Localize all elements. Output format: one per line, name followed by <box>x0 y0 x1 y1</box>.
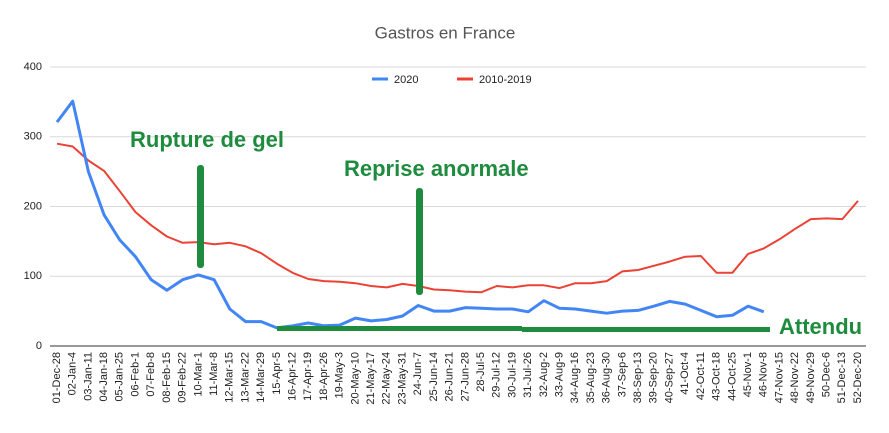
x-tick-label: 43-Oct-18 <box>711 352 723 401</box>
x-tick-label: 25-Jun-14 <box>428 352 440 402</box>
line-series <box>56 142 859 294</box>
y-tick-label: 0 <box>36 340 42 352</box>
x-tick-label: 36-Aug-30 <box>601 352 613 403</box>
x-tick-label: 14-Mar-29 <box>255 352 267 403</box>
annotation: Rupture de gel <box>130 127 284 152</box>
x-tick-label: 49-Nov-29 <box>805 352 817 403</box>
y-tick-label: 300 <box>24 131 42 143</box>
annotation-bar <box>197 165 204 268</box>
x-tick-label: 37-Sep-6 <box>616 352 628 397</box>
x-tick-label: 34-Aug-16 <box>569 352 581 403</box>
x-tick-label: 20-May-10 <box>349 352 361 405</box>
x-tick-label: 35-Aug-23 <box>585 352 597 403</box>
legend-label: 2010-2019 <box>479 74 532 86</box>
x-tick-label: 06-Feb-1 <box>129 352 141 397</box>
annotation: Reprise anormale <box>344 156 529 181</box>
x-tick-label: 30-Jul-19 <box>506 352 518 398</box>
x-tick-label: 12-Mar-15 <box>224 352 236 403</box>
annotation-bar <box>522 327 770 332</box>
annotation-bar <box>277 326 522 331</box>
y-tick-label: 200 <box>24 200 42 212</box>
x-tick-label: 46-Nov-8 <box>758 352 770 397</box>
x-tick-label: 07-Feb-8 <box>145 352 157 397</box>
x-tick-label: 16-Apr-12 <box>286 352 298 401</box>
x-tick-label: 42-Oct-11 <box>695 352 707 400</box>
x-tick-label: 44-Oct-25 <box>726 352 738 401</box>
annotation: Attendu <box>779 314 862 339</box>
x-tick-label: 41-Oct-4 <box>679 352 691 395</box>
y-tick-label: 400 <box>24 61 42 73</box>
x-tick-label: 11-Mar-8 <box>208 352 220 396</box>
line-series <box>55 99 765 330</box>
x-tick-label: 18-Apr-26 <box>318 352 330 401</box>
x-tick-label: 24-Jun-7 <box>412 352 424 395</box>
x-tick-label: 39-Sep-20 <box>648 352 660 403</box>
x-tick-label: 09-Feb-22 <box>177 352 189 403</box>
x-tick-label: 29-Jul-12 <box>491 352 503 398</box>
x-tick-label: 52-Dec-20 <box>852 352 864 403</box>
x-tick-label: 40-Sep-27 <box>663 352 675 403</box>
x-tick-label: 02-Jan-4 <box>67 352 79 395</box>
x-tick-label: 38-Sep-13 <box>632 352 644 403</box>
x-tick-label: 32-Aug-2 <box>538 352 550 397</box>
x-tick-label: 47-Nov-15 <box>773 352 785 403</box>
x-tick-label: 10-Mar-1 <box>192 352 204 397</box>
legend-label: 2020 <box>394 74 418 86</box>
x-tick-label: 13-Mar-22 <box>239 352 251 403</box>
x-tick-label: 17-Apr-19 <box>302 352 314 401</box>
chart-title: Gastros en France <box>375 23 516 42</box>
x-tick-label: 27-Jun-28 <box>459 352 471 402</box>
x-tick-label: 15-Apr-5 <box>271 352 283 395</box>
x-tick-label: 33-Aug-9 <box>553 352 565 397</box>
x-tick-label: 22-May-24 <box>381 352 393 405</box>
x-tick-label: 03-Jan-11 <box>82 352 94 401</box>
x-tick-label: 26-Jun-21 <box>444 352 456 402</box>
x-tick-label: 31-Jul-26 <box>522 352 534 398</box>
x-tick-label: 04-Jan-18 <box>98 352 110 402</box>
x-tick-label: 28-Jul-5 <box>475 352 487 392</box>
x-tick-label: 08-Feb-15 <box>161 352 173 403</box>
x-tick-label: 50-Dec-6 <box>820 352 832 397</box>
annotation-bars <box>197 165 770 332</box>
x-tick-label: 51-Dec-13 <box>836 352 848 403</box>
y-tick-label: 100 <box>24 270 42 282</box>
x-tick-label: 23-May-31 <box>396 352 408 405</box>
x-tick-label: 05-Jan-25 <box>114 352 126 402</box>
x-tick-label: 45-Nov-1 <box>742 352 754 397</box>
x-tick-label: 01-Dec-28 <box>51 352 63 403</box>
x-tick-label: 21-May-17 <box>365 352 377 405</box>
annotation-bar <box>416 188 423 295</box>
x-tick-label: 48-Nov-22 <box>789 352 801 403</box>
x-tick-label: 19-May-3 <box>334 352 346 398</box>
